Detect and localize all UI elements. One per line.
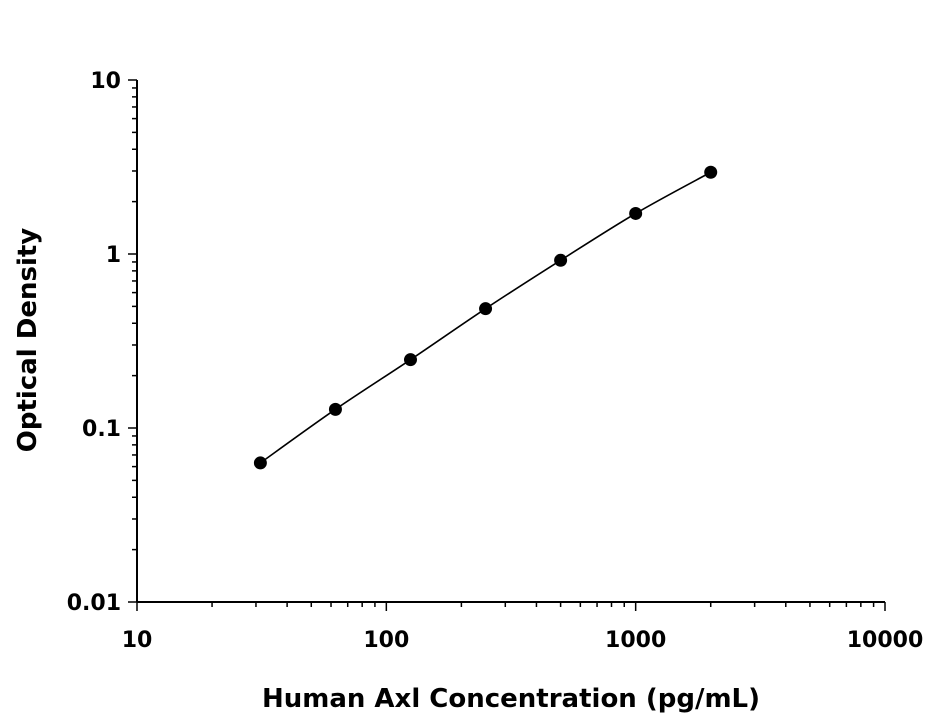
x-axis-title: Human Axl Concentration (pg/mL) [262, 684, 760, 714]
x-tick-label: 1000 [605, 628, 666, 653]
data-point [328, 402, 342, 416]
y-tick-label: 10 [90, 69, 121, 94]
data-points [253, 165, 718, 470]
x-tick-label: 10 [122, 628, 153, 653]
data-point [479, 302, 493, 316]
data-point [403, 353, 417, 367]
x-tick-label: 100 [363, 628, 409, 653]
y-tick-label: 1 [106, 243, 121, 268]
data-point [629, 206, 643, 220]
y-tick-label: 0.01 [67, 591, 121, 616]
axes [136, 80, 885, 603]
fit-curve [259, 171, 712, 464]
data-point [253, 456, 267, 470]
x-axis-ticks: 10 100 1000 10000 [122, 602, 924, 653]
data-point [704, 165, 718, 179]
y-axis-ticks: 0.01 0.1 1 10 [67, 69, 137, 616]
y-axis-title: Optical Density [13, 228, 43, 453]
x-tick-label: 10000 [847, 628, 924, 653]
data-point [554, 253, 568, 267]
y-tick-label: 0.1 [82, 417, 121, 442]
